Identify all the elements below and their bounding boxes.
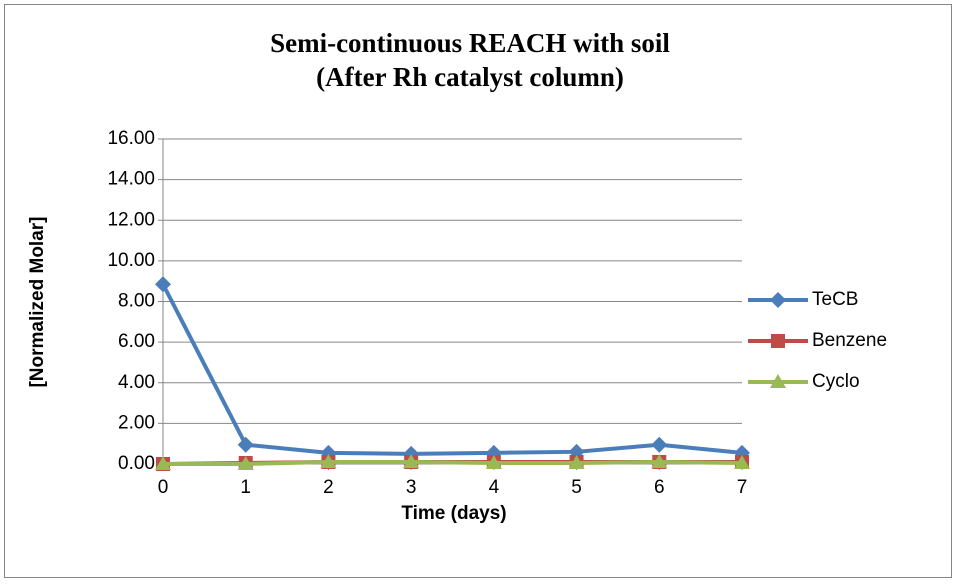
marker bbox=[237, 456, 254, 470]
legend-label: TeCB bbox=[812, 289, 858, 310]
x-tick-label: 2 bbox=[323, 477, 334, 498]
marker bbox=[770, 374, 786, 388]
marker bbox=[237, 436, 254, 453]
marker bbox=[771, 334, 785, 348]
marker bbox=[155, 276, 171, 293]
y-tick-label: 10.00 bbox=[107, 250, 155, 271]
marker bbox=[770, 292, 786, 308]
chart-title: (After Rh catalyst column) bbox=[316, 62, 624, 92]
y-tick-label: 0.00 bbox=[118, 453, 155, 474]
marker bbox=[320, 453, 337, 468]
marker bbox=[651, 453, 668, 468]
x-tick-label: 7 bbox=[737, 477, 748, 498]
marker bbox=[403, 453, 420, 468]
y-axis-title: [Normalized Molar] bbox=[27, 216, 48, 387]
marker bbox=[155, 456, 171, 470]
x-tick-label: 4 bbox=[489, 477, 500, 498]
y-tick-label: 4.00 bbox=[118, 372, 155, 393]
x-tick-label: 0 bbox=[158, 477, 169, 498]
y-tick-label: 14.00 bbox=[107, 169, 155, 190]
series-line bbox=[163, 459, 743, 466]
legend-label: Benzene bbox=[812, 330, 887, 351]
x-tick-label: 3 bbox=[406, 477, 417, 498]
x-tick-label: 5 bbox=[571, 477, 582, 498]
y-tick-label: 2.00 bbox=[118, 412, 155, 433]
series-line bbox=[161, 283, 743, 456]
y-tick-label: 6.00 bbox=[118, 331, 155, 352]
chart-title: Semi-continuous REACH with soil bbox=[270, 28, 670, 58]
legend-label: Cyclo bbox=[812, 371, 860, 392]
x-tick-label: 6 bbox=[654, 477, 665, 498]
y-tick-label: 8.00 bbox=[118, 291, 155, 312]
marker bbox=[568, 454, 585, 469]
marker bbox=[651, 436, 668, 453]
y-tick-label: 12.00 bbox=[107, 209, 155, 230]
marker bbox=[734, 454, 750, 469]
y-tick-label: 16.00 bbox=[107, 128, 155, 149]
x-axis-title: Time (days) bbox=[401, 503, 506, 524]
x-tick-label: 1 bbox=[240, 477, 251, 498]
marker bbox=[485, 454, 502, 469]
